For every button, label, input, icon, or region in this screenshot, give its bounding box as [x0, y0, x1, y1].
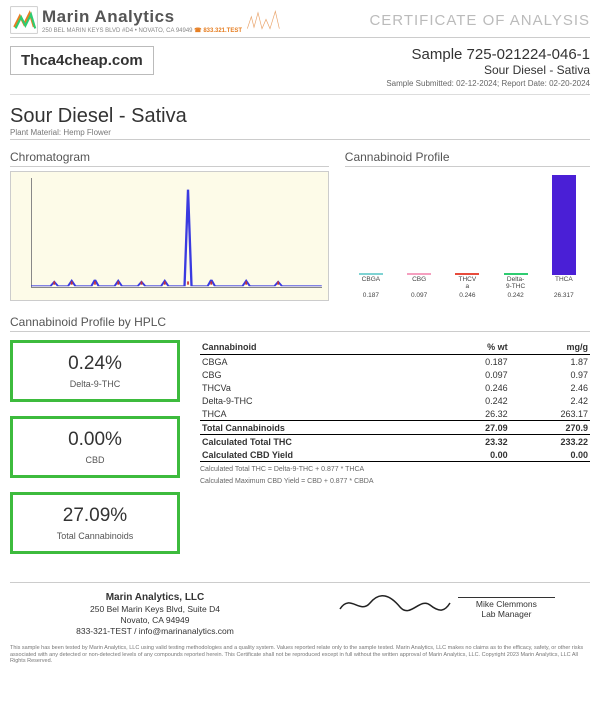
stat-box: 0.24% Delta-9-THC	[10, 340, 180, 402]
company-block: Marin Analytics, LLC 250 Bel Marin Keys …	[10, 591, 300, 637]
product-name: Sour Diesel - Sativa	[10, 105, 590, 128]
chromatogram-chart	[10, 171, 329, 301]
stat-label: Delta-9-THC	[17, 379, 173, 389]
sample-row: Thca4cheap.com Sample 725-021224-046-1 S…	[10, 46, 590, 95]
stat-value: 0.00%	[17, 429, 173, 451]
chromatogram-trace	[31, 178, 322, 288]
bar-Delta- 9-THC: Delta- 9-THC0.242	[501, 273, 531, 299]
company-addr1: 250 Bel Marin Keys Blvd, Suite D4	[10, 604, 300, 615]
brand-sub: 250 BEL MARIN KEYS BLVD #D4 • NOVATO, CA…	[42, 27, 242, 34]
formula-1: Calculated Total THC = Delta-9-THC + 0.8…	[200, 465, 590, 474]
stat-label: CBD	[17, 455, 173, 465]
table-row: Delta-9-THC0.2422.42	[200, 394, 590, 407]
table-row: Calculated Total THC23.32233.22	[200, 435, 590, 449]
signer-name: Mike Clemmons Lab Manager	[458, 597, 555, 619]
table-col: Cannabinoid% wtmg/g CBGA0.1871.87CBG0.09…	[200, 340, 590, 554]
table-row: CBGA0.1871.87	[200, 355, 590, 369]
squiggle-icon	[246, 9, 286, 31]
stat-value: 27.09%	[17, 505, 173, 527]
brand-name: Marin Analytics	[42, 7, 242, 27]
stat-box: 0.00% CBD	[10, 416, 180, 478]
bar-CBG: CBG0.097	[404, 273, 434, 299]
table-row: Calculated CBD Yield0.000.00	[200, 448, 590, 462]
sample-id: Sample 725-021224-046-1	[386, 46, 590, 63]
profile-barchart: CBGA0.187 CBG0.097 THCV a0.246 Delta- 9-THC…	[345, 171, 590, 301]
signer-name-text: Mike Clemmons	[476, 599, 537, 609]
profile-title: Cannabinoid Profile	[345, 150, 590, 167]
signature-block: Mike Clemmons Lab Manager	[300, 591, 590, 620]
hplc-title: Cannabinoid Profile by HPLC	[10, 315, 590, 332]
sample-strain: Sour Diesel - Sativa	[386, 63, 590, 77]
disclaimer: This sample has been tested by Marin Ana…	[10, 645, 590, 665]
signer-title: Lab Manager	[476, 609, 537, 619]
stat-value: 0.24%	[17, 353, 173, 375]
brand-addr: 250 BEL MARIN KEYS BLVD #D4 • NOVATO, CA…	[42, 28, 194, 34]
sample-info: Sample 725-021224-046-1 Sour Diesel - Sa…	[386, 46, 590, 88]
chromatogram-title: Chromatogram	[10, 150, 329, 167]
table-header: % wt	[442, 340, 510, 355]
stat-box: 27.09% Total Cannabinoids	[10, 492, 180, 554]
table-row: CBG0.0970.97	[200, 368, 590, 381]
coa-title: CERTIFICATE OF ANALYSIS	[369, 12, 590, 29]
header-bar: Marin Analytics 250 BEL MARIN KEYS BLVD …	[10, 6, 590, 38]
company-logo-icon	[10, 6, 38, 34]
stat-col: 0.24% Delta-9-THC 0.00% CBD 27.09% Total Cann…	[10, 340, 180, 554]
company-addr2: Novato, CA 94949	[10, 615, 300, 626]
table-header: Cannabinoid	[200, 340, 442, 355]
hplc-row: 0.24% Delta-9-THC 0.00% CBD 27.09% Total Cann…	[10, 340, 590, 554]
bar-CBGA: CBGA0.187	[356, 273, 386, 299]
brand: Marin Analytics 250 BEL MARIN KEYS BLVD …	[10, 6, 286, 34]
charts-row: Chromatogram Cannabinoid Profile CBGA0.1…	[10, 150, 590, 301]
bar-THCA: THCA26.317	[549, 175, 579, 299]
bar-THCV a: THCV a0.246	[452, 273, 482, 299]
chromatogram-panel: Chromatogram	[10, 150, 329, 301]
stat-label: Total Cannabinoids	[17, 531, 173, 541]
product-sub: Plant Material: Hemp Flower	[10, 128, 590, 137]
formula-2: Calculated Maximum CBD Yield = CBD + 0.8…	[200, 477, 590, 486]
signature-icon	[335, 591, 455, 617]
table-row: Total Cannabinoids27.09270.9	[200, 421, 590, 435]
company-contact: 833-321-TEST / info@marinanalytics.com	[10, 626, 300, 637]
footer: Marin Analytics, LLC 250 Bel Marin Keys …	[10, 582, 590, 637]
cannabinoid-table: Cannabinoid% wtmg/g CBGA0.1871.87CBG0.09…	[200, 340, 590, 462]
coa-page: Marin Analytics 250 BEL MARIN KEYS BLVD …	[0, 0, 600, 675]
brand-phone: ☎ 833.321.TEST	[194, 28, 242, 34]
table-row: THCVa0.2462.46	[200, 381, 590, 394]
client-name: Thca4cheap.com	[10, 46, 154, 75]
product-section: Sour Diesel - Sativa Plant Material: Hem…	[10, 105, 590, 140]
sample-dates: Sample Submitted: 02-12-2024; Report Dat…	[386, 79, 590, 88]
table-row: THCA26.32263.17	[200, 407, 590, 421]
profile-panel: Cannabinoid Profile CBGA0.187 CBG0.097 THC…	[345, 150, 590, 301]
company-name: Marin Analytics, LLC	[10, 591, 300, 604]
table-header: mg/g	[510, 340, 590, 355]
